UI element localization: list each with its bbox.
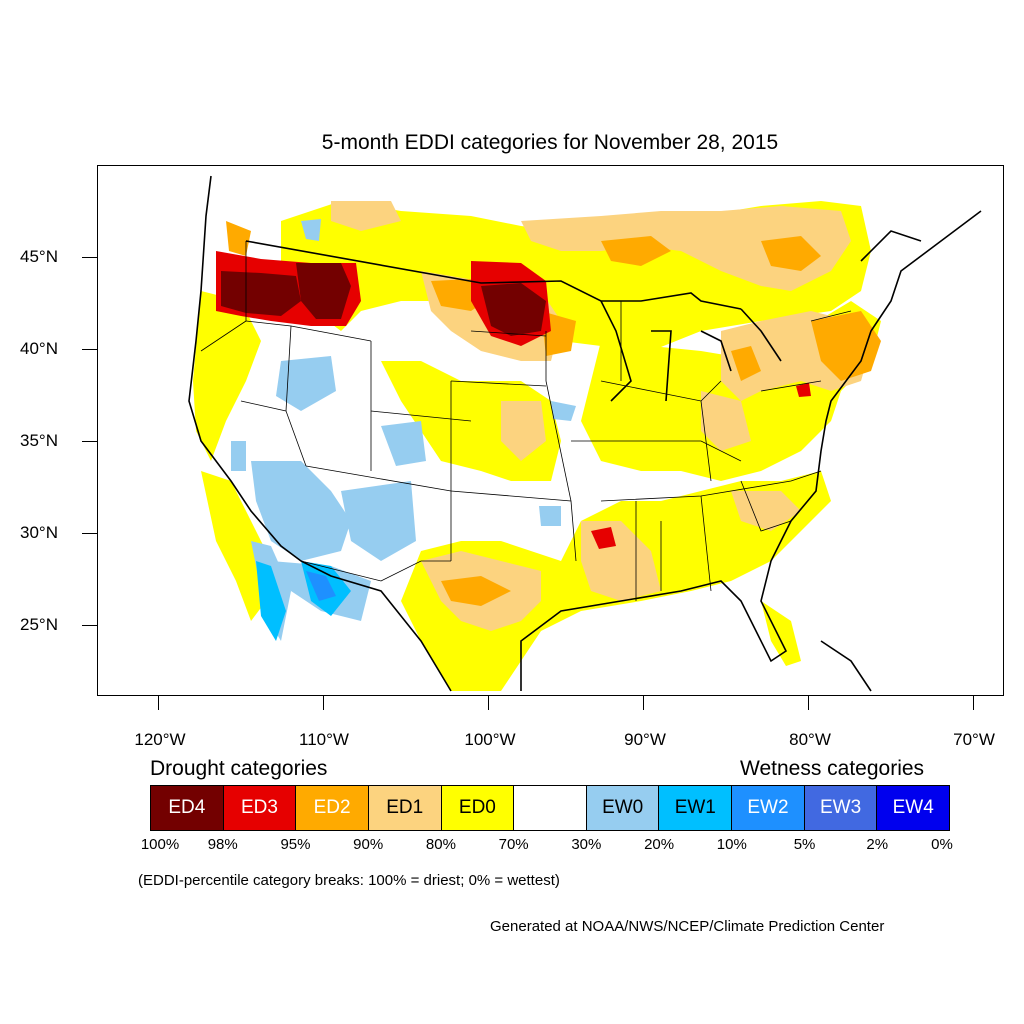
percentile-break-label: 100% [140, 836, 180, 853]
state-boundaries [200, 241, 852, 601]
lat-label-45n: 45°N [20, 247, 58, 266]
map-title: 5-month EDDI categories for November 28,… [321, 131, 779, 154]
eddi-map [188, 175, 982, 692]
percentile-break-label: 70% [498, 836, 529, 853]
national-borders [188, 175, 982, 692]
legend-note: (EDDI-percentile category breaks: 100% =… [138, 872, 560, 889]
map-panel [97, 165, 1004, 696]
ed2-regions [226, 221, 881, 606]
percentile-break-label: 90% [353, 836, 384, 853]
ew2-regions [306, 571, 336, 601]
lat-tick [82, 441, 97, 442]
legend-box-ed1: ED1 [368, 786, 442, 830]
lon-tick [643, 696, 644, 710]
percentile-break-label: 5% [793, 836, 816, 853]
legend-box-ew0: EW0 [586, 786, 660, 830]
lat-tick [82, 257, 97, 258]
legend-colorbar: ED4 ED3 ED2 ED1 ED0 EW0 EW1 EW2 EW3 EW4 [150, 785, 950, 831]
legend-box-ed3: ED3 [223, 786, 297, 830]
percentile-break-label: 10% [716, 836, 747, 853]
percentile-break-label: 80% [425, 836, 456, 853]
legend-box-neutral [514, 786, 587, 830]
lon-label-120w: 120°W [134, 730, 186, 749]
legend-box-ed0: ED0 [441, 786, 515, 830]
lon-label-80w: 80°W [789, 730, 831, 749]
lat-tick [82, 533, 97, 534]
lon-tick [158, 696, 159, 710]
lon-tick [973, 696, 974, 710]
percentile-break-label: 30% [571, 836, 602, 853]
lon-tick [323, 696, 324, 710]
lon-label-90w: 90°W [624, 730, 666, 749]
lat-tick [82, 349, 97, 350]
lon-label-100w: 100°W [464, 730, 516, 749]
lat-tick [82, 625, 97, 626]
credit-text: Generated at NOAA/NWS/NCEP/Climate Predi… [490, 918, 885, 935]
percentile-break-label: 95% [280, 836, 311, 853]
percentile-break-label: 0% [931, 836, 953, 853]
legend-box-ew4: EW4 [877, 786, 950, 830]
legend-box-ed2: ED2 [296, 786, 369, 830]
legend-box-ew1: EW1 [659, 786, 733, 830]
percentile-break-label: 20% [644, 836, 675, 853]
lat-label-35n: 35°N [20, 431, 58, 450]
lat-label-30n: 30°N [20, 523, 58, 542]
legend-box-ew3: EW3 [804, 786, 878, 830]
ed4-regions [221, 263, 546, 336]
lon-tick [488, 696, 489, 710]
drought-categories-header: Drought categories [150, 757, 328, 780]
legend-box-ed4: ED4 [151, 786, 224, 830]
lon-tick [808, 696, 809, 710]
lat-label-25n: 25°N [20, 615, 58, 634]
wetness-categories-header: Wetness categories [740, 757, 925, 780]
legend-box-ew2: EW2 [732, 786, 805, 830]
percentile-break-label: 98% [207, 836, 238, 853]
percentile-break-label: 2% [866, 836, 889, 853]
lat-label-40n: 40°N [20, 339, 58, 358]
lon-label-70w: 70°W [953, 730, 995, 749]
lon-label-110w: 110°W [299, 730, 349, 749]
